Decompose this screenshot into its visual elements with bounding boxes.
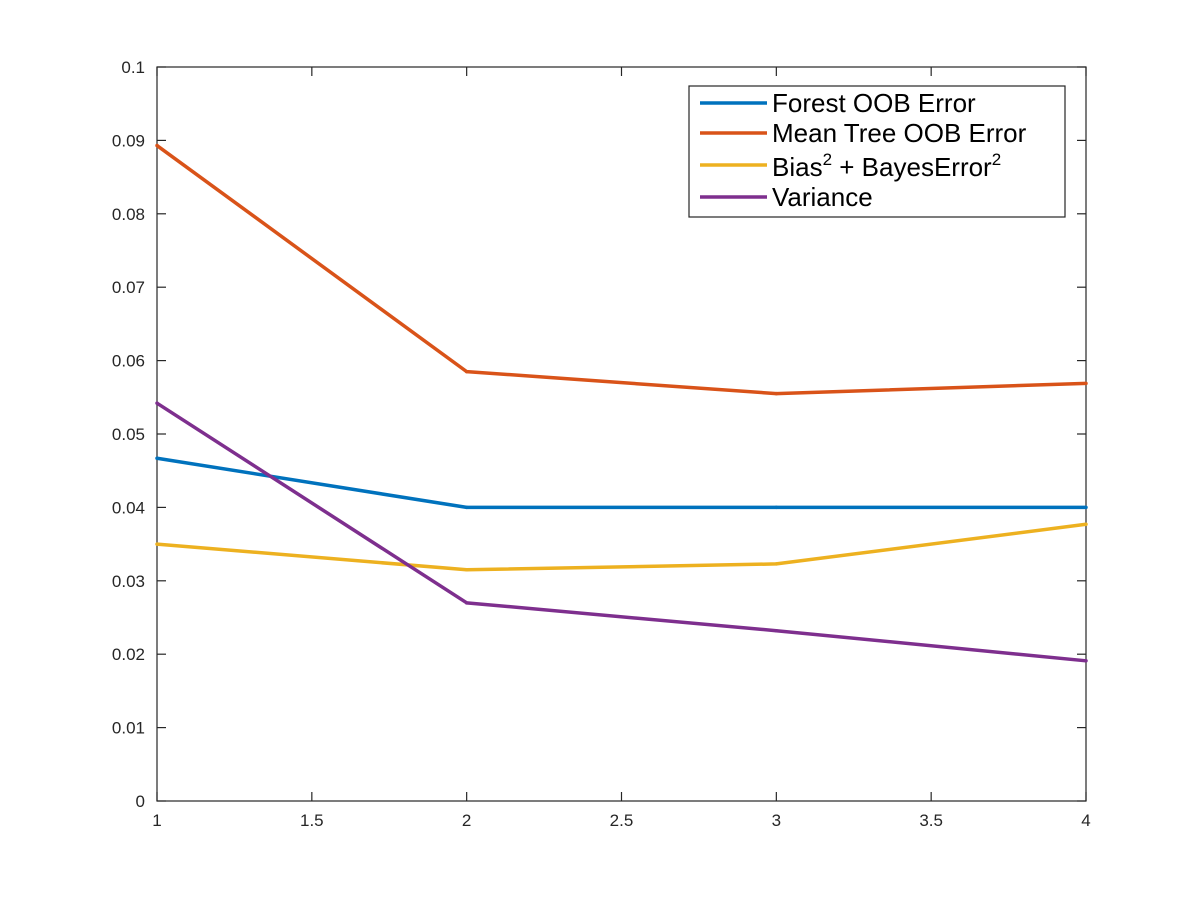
y-tick-label: 0.07 [112, 278, 145, 297]
series-line-forest-oob-error [156, 456, 1086, 510]
data-point-forest-oob-error [1084, 505, 1088, 510]
data-point-forest-oob-error [155, 456, 159, 460]
data-point-bias2-bayeserror2 [1084, 522, 1088, 527]
series-line-bias2-bayeserror2 [156, 522, 1087, 572]
data-point-bias2-bayeserror2 [774, 562, 779, 566]
legend-label-bayes-text: + BayesError [832, 152, 992, 182]
data-point-forest-oob-error [774, 505, 779, 510]
x-tick-label: 1.5 [300, 811, 324, 830]
x-tick-label: 4 [1081, 811, 1090, 830]
legend: Forest OOB Error Mean Tree OOB Error Bia… [688, 85, 1066, 218]
legend-label-forest-oob-error: Forest OOB Error [772, 88, 976, 118]
data-point-mean-tree-oob-error [774, 391, 779, 396]
y-tick-label: 0.04 [112, 498, 145, 517]
series-line-variance [156, 401, 1087, 663]
data-point-mean-tree-oob-error [464, 369, 469, 374]
data-point-bias2-bayeserror2 [155, 542, 159, 546]
legend-label-bias-superscript: 2 [823, 150, 832, 169]
y-tick-label: 0 [136, 792, 145, 811]
data-point-mean-tree-oob-error [1084, 381, 1088, 386]
x-tick-label: 2.5 [610, 811, 634, 830]
y-tick-label: 0.1 [121, 58, 145, 77]
y-tick-label: 0.08 [112, 205, 145, 224]
y-tick-label: 0.03 [112, 572, 145, 591]
y-tick-label: 0.05 [112, 425, 145, 444]
x-tick-label: 1 [152, 811, 161, 830]
y-tick-label: 0.01 [112, 719, 145, 738]
y-tick-label: 0.06 [112, 352, 145, 371]
legend-label-bias-bayes-error: Bias2 + BayesError2 [772, 150, 1001, 182]
legend-label-bayes-superscript: 2 [992, 150, 1001, 169]
data-point-variance [464, 601, 469, 605]
x-tick-label: 3 [772, 811, 781, 830]
series-line-mean-tree-oob-error [155, 144, 1087, 396]
y-tick-label: 0.02 [112, 645, 145, 664]
series-lines [155, 143, 1088, 663]
legend-label-variance: Variance [772, 182, 873, 212]
legend-label-bias-text: Bias [772, 152, 823, 182]
y-tick-label: 0.09 [112, 131, 145, 150]
data-point-variance [1084, 659, 1088, 663]
data-point-variance [155, 401, 159, 405]
x-tick-label: 3.5 [919, 811, 943, 830]
axis-ticks: 1 1.5 2 2.5 3 3.5 4 0 0.01 0.02 0.03 0.04 0.05 0.06 0.… [112, 58, 1091, 830]
data-point-forest-oob-error [464, 505, 469, 510]
data-point-mean-tree-oob-error [155, 143, 159, 148]
data-point-variance [774, 628, 779, 633]
legend-label-mean-tree-oob-error: Mean Tree OOB Error [772, 118, 1027, 148]
legend-box [688, 85, 1066, 218]
x-tick-label: 2 [462, 811, 471, 830]
data-point-bias2-bayeserror2 [464, 568, 469, 572]
